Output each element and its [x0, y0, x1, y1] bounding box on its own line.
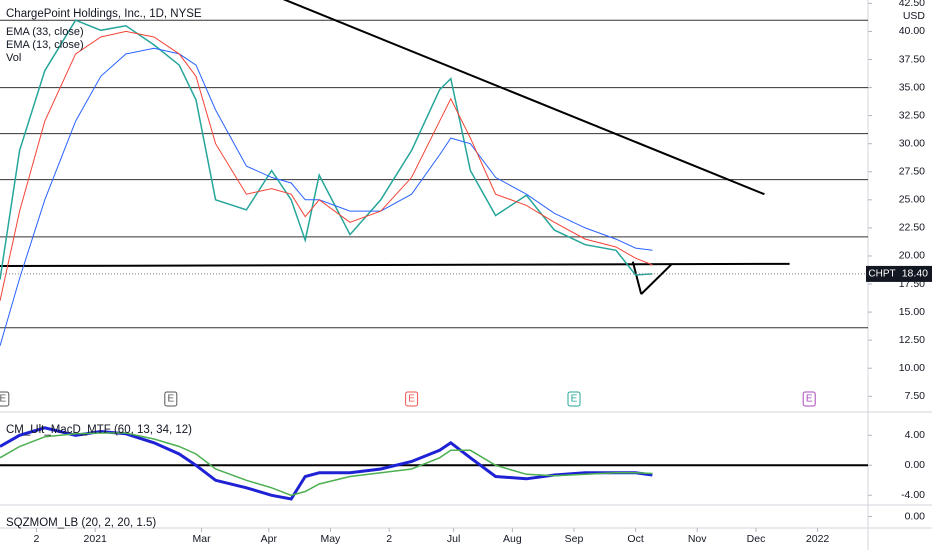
- x-tick-label: Oct: [627, 533, 643, 545]
- y-tick-label: 0.00: [905, 459, 926, 471]
- event-label: E: [571, 394, 578, 405]
- trend-line: [631, 261, 643, 295]
- y-tick-label: 20.00: [899, 250, 925, 262]
- y-tick-label: 15.00: [899, 306, 925, 318]
- currency-label: USD: [903, 10, 926, 22]
- series-line: [0, 30, 653, 302]
- x-tick-label: Aug: [503, 533, 522, 545]
- y-tick-label: 22.50: [899, 222, 925, 234]
- y-tick-label: 40.00: [899, 25, 925, 37]
- y-tick-label: 27.50: [899, 166, 925, 178]
- x-tick-label: Nov: [688, 533, 707, 545]
- event-marker: [802, 391, 816, 407]
- series-line: [0, 432, 653, 497]
- x-tick-label: Apr: [261, 533, 278, 545]
- symbol-label: CHPT: [868, 269, 895, 280]
- pane-title: CM_Ult_MacD_MTF (60, 13, 34, 12): [6, 424, 192, 436]
- legend-entry: EMA (13, close): [6, 39, 84, 51]
- event-label: E: [806, 394, 813, 405]
- y-tick-label: 0.00: [905, 510, 926, 522]
- trend-line: [640, 263, 673, 295]
- event-label: E: [0, 394, 6, 405]
- event-label: E: [167, 394, 174, 405]
- y-tick-label: 7.50: [905, 390, 926, 402]
- y-tick-label: 30.00: [899, 137, 925, 149]
- x-tick-label: Sep: [565, 533, 584, 545]
- event-marker: [0, 391, 10, 407]
- y-tick-label: 4.00: [905, 429, 926, 441]
- event-marker: [164, 391, 178, 407]
- x-tick-label: 2021: [84, 533, 108, 545]
- pane-title: SQZMOM_LB (20, 2, 20, 1.5): [6, 517, 156, 529]
- y-tick-label: 32.50: [899, 109, 925, 121]
- event-marker: [567, 391, 581, 407]
- x-tick-label: 2: [386, 533, 392, 545]
- x-tick-label: 2: [33, 533, 39, 545]
- trend-line: [282, 0, 765, 196]
- y-tick-label: 10.00: [899, 362, 925, 374]
- y-tick-label: 25.00: [899, 194, 925, 206]
- event-label: E: [408, 394, 415, 405]
- pane-title: ChargePoint Holdings, Inc., 1D, NYSE: [6, 8, 202, 20]
- series-line: [0, 47, 653, 346]
- last-price-badge: [898, 265, 932, 282]
- symbol-badge: [866, 265, 898, 282]
- y-tick-label: 35.00: [899, 81, 925, 93]
- y-tick-label: 37.50: [899, 53, 925, 65]
- event-marker: [405, 391, 419, 407]
- legend-entry: Vol: [6, 52, 21, 64]
- x-tick-label: May: [320, 533, 341, 545]
- x-tick-label: Dec: [747, 533, 766, 545]
- last-price-label: 18.40: [902, 268, 928, 280]
- x-tick-label: 2022: [806, 533, 830, 545]
- y-tick-label: 12.50: [899, 334, 925, 346]
- y-tick-label: 42.50: [899, 0, 925, 9]
- trend-line: [0, 262, 790, 268]
- x-tick-label: Mar: [193, 533, 212, 545]
- legend-entry: EMA (33, close): [6, 26, 84, 38]
- y-tick-label: -4.00: [901, 489, 925, 501]
- x-tick-label: Jul: [447, 533, 460, 545]
